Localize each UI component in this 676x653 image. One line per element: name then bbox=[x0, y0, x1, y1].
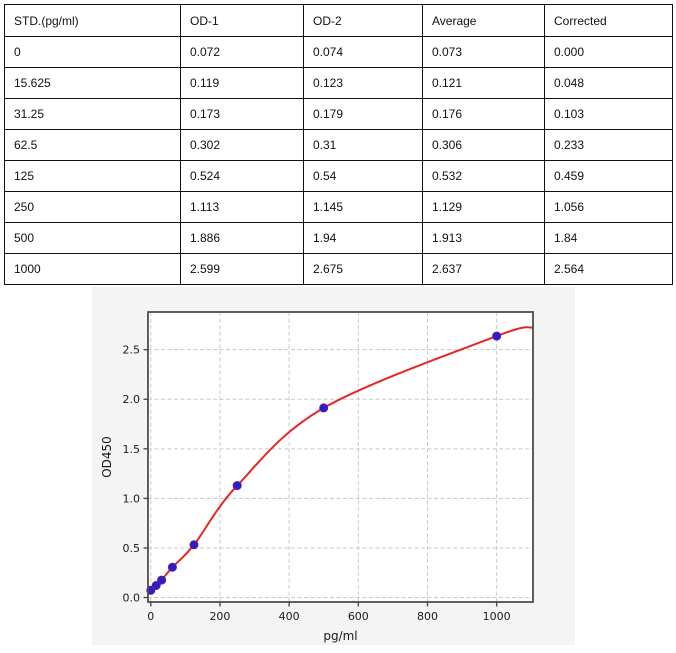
table-row: 1000 2.599 2.675 2.637 2.564 bbox=[4, 253, 673, 285]
table-cell: 0.532 bbox=[422, 160, 545, 192]
y-tick-label: 0.0 bbox=[123, 592, 141, 605]
table-cell: 15.625 bbox=[4, 67, 181, 99]
table-row: 125 0.524 0.54 0.532 0.459 bbox=[4, 160, 673, 192]
table-cell: 0.121 bbox=[422, 67, 545, 99]
table-cell: 1.84 bbox=[544, 222, 673, 254]
table-cell: 2.637 bbox=[422, 253, 545, 285]
table-cell: 1.886 bbox=[180, 222, 304, 254]
column-header: OD-2 bbox=[303, 4, 423, 37]
y-tick-label: 1.5 bbox=[123, 443, 141, 456]
tick-labels: 0 200 400 600 800 1000 0.0 0.5 1.0 1.5 2.0 2.5 bbox=[123, 344, 511, 623]
table-cell: 0.302 bbox=[180, 129, 304, 161]
table-cell: 0.048 bbox=[544, 67, 673, 99]
table-row: 0 0.072 0.074 0.073 0.000 bbox=[4, 36, 673, 68]
y-tick-label: 0.5 bbox=[123, 542, 141, 555]
column-header: Corrected bbox=[544, 4, 673, 37]
data-point-marker bbox=[492, 331, 502, 341]
table-cell: 2.564 bbox=[544, 253, 673, 285]
table-cell: 0.524 bbox=[180, 160, 304, 192]
x-tick-label: 400 bbox=[279, 610, 300, 623]
table-cell: 0.179 bbox=[303, 98, 423, 130]
data-point-marker bbox=[189, 540, 199, 550]
plot-frame bbox=[147, 311, 534, 603]
data-point-marker bbox=[319, 403, 329, 413]
table-cell: 0.54 bbox=[303, 160, 423, 192]
column-header: Average bbox=[422, 4, 545, 37]
table-cell: 500 bbox=[4, 222, 181, 254]
plot-area bbox=[148, 312, 533, 602]
table-cell: 0.072 bbox=[180, 36, 304, 68]
table-cell: 2.599 bbox=[180, 253, 304, 285]
table-cell: 1.113 bbox=[180, 191, 304, 223]
column-header: OD-1 bbox=[180, 4, 304, 37]
header-row: STD.(pg/ml) OD-1 OD-2 Average Corrected bbox=[4, 4, 673, 37]
data-point-marker bbox=[167, 562, 177, 572]
table-row: 250 1.113 1.145 1.129 1.056 bbox=[4, 191, 673, 223]
chart-svg: 0 200 400 600 800 1000 0.0 0.5 1.0 1.5 2.0 2.5 pg/ml… bbox=[92, 287, 575, 645]
table-row: 15.625 0.119 0.123 0.121 0.048 bbox=[4, 67, 673, 99]
table-cell: 0.119 bbox=[180, 67, 304, 99]
standard-curve-chart: 0 200 400 600 800 1000 0.0 0.5 1.0 1.5 2.0 2.5 pg/ml… bbox=[92, 287, 575, 645]
table-cell: 1.94 bbox=[303, 222, 423, 254]
table-cell: 31.25 bbox=[4, 98, 181, 130]
table-cell: 0.176 bbox=[422, 98, 545, 130]
table-cell: 0.103 bbox=[544, 98, 673, 130]
x-tick-label: 1000 bbox=[483, 610, 511, 623]
tick-marks bbox=[143, 348, 498, 607]
x-tick-label: 0 bbox=[147, 610, 154, 623]
table-cell: 1.056 bbox=[544, 191, 673, 223]
table-cell: 1.129 bbox=[422, 191, 545, 223]
data-point-marker bbox=[157, 575, 167, 585]
data-points bbox=[146, 331, 502, 595]
table-cell: 0.306 bbox=[422, 129, 545, 161]
table-row: 500 1.886 1.94 1.913 1.84 bbox=[4, 222, 673, 254]
table-cell: 0 bbox=[4, 36, 181, 68]
x-tick-label: 200 bbox=[209, 610, 230, 623]
table-cell: 0.000 bbox=[544, 36, 673, 68]
y-axis-label: OD450 bbox=[100, 436, 114, 478]
x-tick-label: 800 bbox=[417, 610, 438, 623]
table-cell: 2.675 bbox=[303, 253, 423, 285]
standards-table-body: 0 0.072 0.074 0.073 0.000 15.625 0.119 0.123 0.1… bbox=[4, 36, 673, 285]
x-axis-label: pg/ml bbox=[323, 629, 357, 643]
standards-table: STD.(pg/ml) OD-1 OD-2 Average Corrected 0 0.0… bbox=[4, 4, 673, 285]
table-row: 62.5 0.302 0.31 0.306 0.233 bbox=[4, 129, 673, 161]
table-cell: 0.233 bbox=[544, 129, 673, 161]
table-cell: 0.073 bbox=[422, 36, 545, 68]
table-cell: 125 bbox=[4, 160, 181, 192]
y-tick-label: 2.5 bbox=[123, 344, 141, 357]
standards-table-header: STD.(pg/ml) OD-1 OD-2 Average Corrected bbox=[4, 4, 673, 37]
table-cell: 1.145 bbox=[303, 191, 423, 223]
table-cell: 0.173 bbox=[180, 98, 304, 130]
column-header: STD.(pg/ml) bbox=[4, 4, 181, 37]
table-cell: 0.459 bbox=[544, 160, 673, 192]
table-row: 31.25 0.173 0.179 0.176 0.103 bbox=[4, 98, 673, 130]
data-point-marker bbox=[151, 581, 161, 590]
data-point-marker bbox=[232, 481, 242, 491]
y-tick-label: 1.0 bbox=[123, 492, 141, 505]
table-cell: 1.913 bbox=[422, 222, 545, 254]
table-cell: 1000 bbox=[4, 253, 181, 285]
table-cell: 62.5 bbox=[4, 129, 181, 161]
table-cell: 0.123 bbox=[303, 67, 423, 99]
table-cell: 0.31 bbox=[303, 129, 423, 161]
y-tick-label: 2.0 bbox=[123, 393, 141, 406]
x-tick-label: 600 bbox=[348, 610, 369, 623]
table-cell: 250 bbox=[4, 191, 181, 223]
table-cell: 0.074 bbox=[303, 36, 423, 68]
